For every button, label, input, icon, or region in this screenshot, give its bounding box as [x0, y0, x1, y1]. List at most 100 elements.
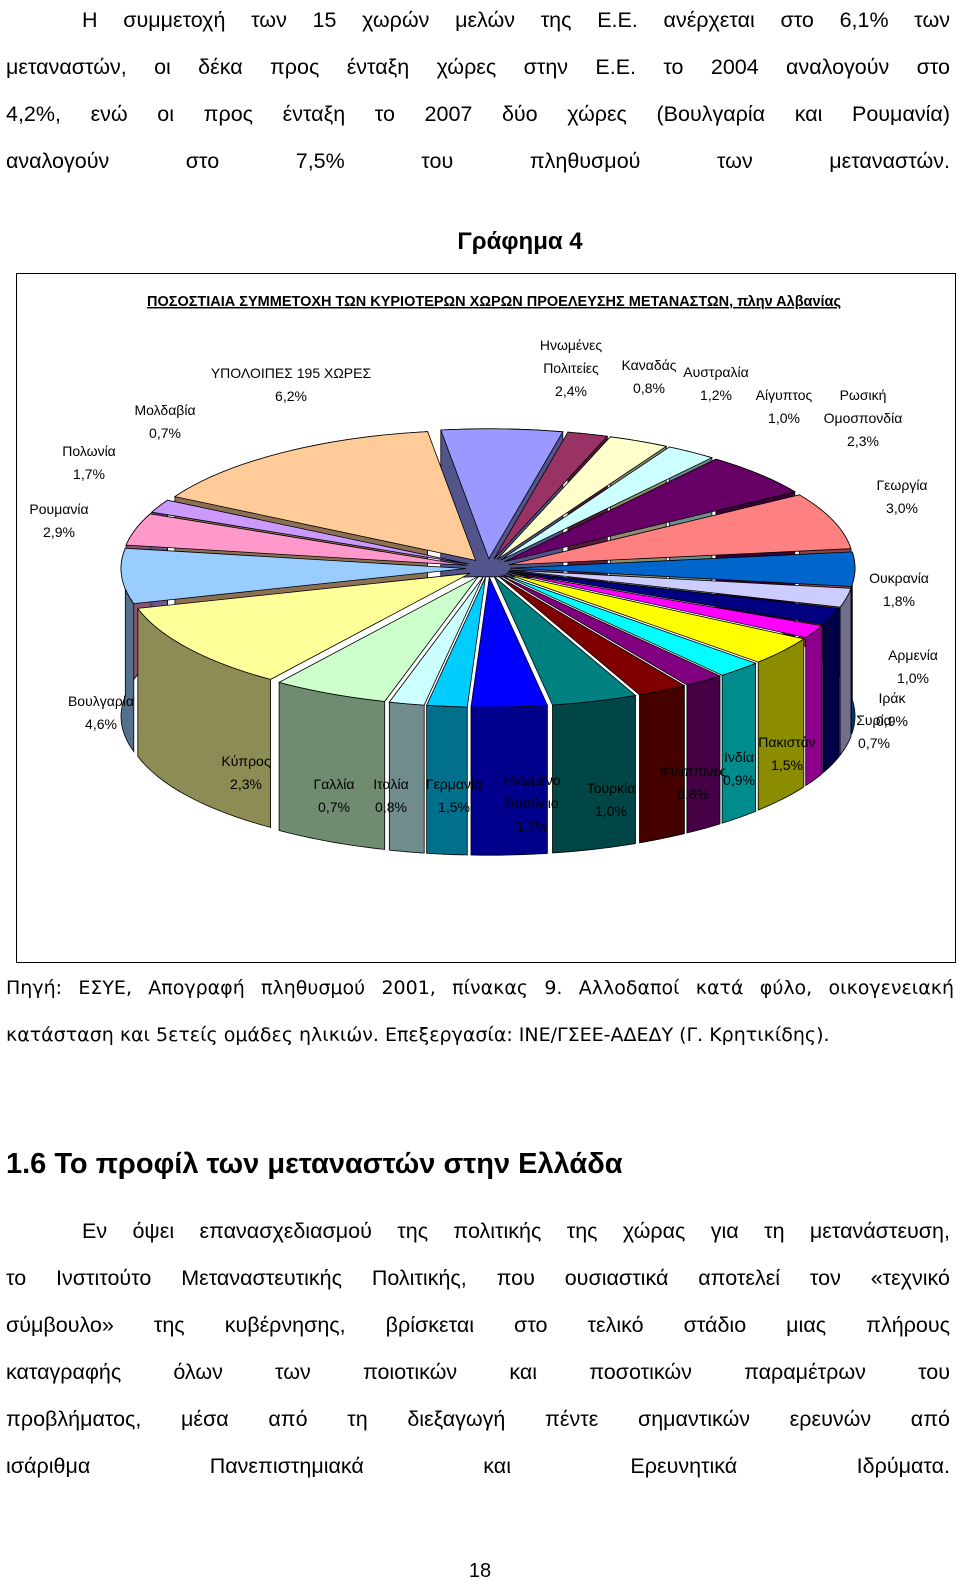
pie-slice: [493, 431, 609, 560]
slice-value: 1,0%: [595, 803, 627, 819]
pie-slice: [125, 513, 467, 566]
pie-slice: [505, 573, 805, 663]
slice-name: Γαλλία: [313, 776, 354, 792]
slice-name: Ρωσική: [840, 387, 887, 403]
slice-name: Φιλιππίνες: [660, 763, 727, 779]
pie-slice: [508, 570, 840, 626]
slice-name: Γερμανία: [426, 776, 482, 792]
slice-value: 6,2%: [275, 388, 307, 404]
slice-value: 0,9%: [723, 772, 755, 788]
pie-slice: [509, 569, 852, 608]
slice-label: Γερμανία 1,5%: [426, 776, 482, 815]
intro-line: αναλογούν στο 7,5% του πληθυσμού των μετ…: [6, 149, 950, 173]
body-line: ισάριθμα Πανεπιστημιακά και Ερευνητικά Ι…: [6, 1454, 950, 1478]
pie-slice-side: [805, 624, 823, 787]
pie-slice-side: [839, 588, 852, 757]
pie-slice: [120, 547, 467, 605]
pie-slice: [498, 575, 686, 696]
intro-line: μεταναστών, οι δέκα προς ένταξη χώρες στ…: [6, 55, 950, 79]
pie-slice-side: [552, 695, 636, 854]
slice-name: Ρουμανία: [29, 501, 88, 517]
pie-slice: [494, 576, 637, 706]
pie-slice: [509, 551, 856, 587]
slice-value: 1,5%: [438, 799, 470, 815]
slice-label: Ηνωμένο Βασίλειο 1,7%: [503, 772, 560, 834]
page-number: 18: [468, 1560, 492, 1582]
pie-slice: [499, 446, 714, 561]
slice-name: Βασίλειο: [505, 795, 559, 811]
pie-slice: [440, 428, 564, 560]
slice-name: Αίγυπτος: [756, 387, 813, 403]
source-line: κατάσταση και 5ετείς ομάδες ηλικιών. Επε…: [6, 1024, 830, 1046]
slice-label: Βουλγαρία 4,6%: [68, 693, 134, 732]
slice-value: 1,7%: [73, 466, 105, 482]
intro-paragraph: Η συμμετοχή των 15 χωρών μελών της Ε.Ε. …: [6, 0, 950, 185]
slice-label: Ρουμανία 2,9%: [29, 501, 88, 540]
pie-slice: [425, 577, 486, 708]
slice-value: 1,2%: [700, 387, 732, 403]
pie-slice-side: [686, 675, 721, 834]
slice-value: 2,9%: [43, 524, 75, 540]
slice-value: 1,5%: [771, 757, 803, 773]
pie-slice: [504, 458, 796, 563]
chart-title: ΠΟΣΟΣΤΙΑΙΑ ΣΥΜΜΕΤΟΧΗ ΤΩΝ ΚΥΡΙΟΤΕΡΩΝ ΧΩΡΩ…: [147, 294, 841, 310]
slice-name: Ινδία: [724, 749, 754, 765]
slice-name: Αυστραλία: [683, 364, 748, 380]
slice-value: 1,0%: [768, 410, 800, 426]
slice-label: Τουρκία 1,0%: [587, 780, 636, 819]
pie-slice-side: [822, 607, 840, 774]
slice-value: 4,6%: [85, 716, 117, 732]
body-line: καταγραφής όλων των ποιοτικών και ποσοτι…: [6, 1360, 950, 1384]
body-line: το Ινστιτούτο Μεταναστευτικής Πολιτικής,…: [6, 1266, 950, 1290]
intro-line: 4,2%, ενώ οι προς ένταξη το 2007 δύο χώρ…: [6, 102, 950, 126]
pie-slice: [507, 571, 824, 639]
slice-value: 1,0%: [897, 670, 929, 686]
slice-name: Ηνωμένες: [540, 337, 603, 353]
source-line: Πηγή: ΕΣΥΕ, Απογραφή πληθυσμού 2001, πίν…: [6, 977, 954, 999]
slice-name: ΥΠΟΛΟΙΠΕΣ 195 ΧΩΡΕΣ: [211, 365, 372, 381]
slice-label: Καναδάς 0,8%: [622, 357, 677, 396]
slice-name: Πολωνία: [62, 443, 116, 459]
slice-name: Κύπρος: [221, 753, 270, 769]
slice-label: Ρωσική Ομοσπονδία 2,3%: [824, 387, 903, 449]
pie-slice-side: [757, 638, 805, 811]
slice-value: 2,4%: [555, 383, 587, 399]
slice-label: Πακιστάν 1,5%: [758, 734, 815, 773]
slice-name: Βουλγαρία: [68, 693, 134, 709]
pie-slice-side: [721, 662, 756, 824]
slice-name: Ηνωμένο: [503, 772, 560, 788]
slice-name: Ομοσπονδία: [824, 410, 903, 426]
pie-slice: [150, 499, 469, 565]
pie-slice: [500, 575, 722, 686]
slice-value: 0,7%: [318, 799, 350, 815]
slice-name: Καναδάς: [622, 357, 677, 373]
pie-slice: [173, 431, 477, 561]
slice-label: Αρμενία 1,0%: [888, 647, 938, 686]
figure-label: Γράφημα 4: [457, 228, 583, 255]
slice-label: Πολωνία 1,7%: [62, 443, 116, 482]
slice-name: Αρμενία: [888, 647, 938, 663]
source-note: Πηγή: ΕΣΥΕ, Απογραφή πληθυσμού 2001, πίν…: [6, 965, 954, 1059]
slice-label: Αίγυπτος 1,0%: [756, 387, 813, 426]
slice-value: 3,0%: [886, 500, 918, 516]
slice-value: 0,7%: [149, 425, 181, 441]
slice-label: Ηνωμένες Πολιτείες 2,4%: [540, 337, 603, 399]
slice-value: 2,3%: [847, 433, 879, 449]
pie-slice-side: [278, 681, 386, 850]
slice-value: 2,3%: [230, 776, 262, 792]
pie-slice: [278, 575, 479, 702]
slice-label: Μολδαβία 0,7%: [134, 402, 195, 441]
slice-value: 0,7%: [858, 735, 890, 751]
slice-value: 0,8%: [375, 799, 407, 815]
slice-name: Πολιτείες: [543, 360, 599, 376]
chart-frame: [16, 273, 956, 963]
slice-label: Γεωργία 3,0%: [876, 477, 927, 516]
slice-value: 0,8%: [633, 380, 665, 396]
pie-label-layer: Ηνωμένες Πολιτείες 2,4% Καναδάς 0,8% Αυστραλί…: [29, 337, 937, 834]
slice-label: Φιλιππίνες 0,8%: [660, 763, 727, 802]
pie-slice: [137, 572, 471, 680]
pie-slice: [496, 436, 668, 560]
pie-chart: ΠΟΣΟΣΤΙΑΙΑ ΣΥΜΜΕΤΟΧΗ ΤΩΝ ΚΥΡΙΟΤΕΡΩΝ ΧΩΡΩ…: [29, 294, 938, 856]
slice-name: Ιταλία: [373, 776, 409, 792]
slice-label: Κύπρος 2,3%: [221, 753, 270, 792]
